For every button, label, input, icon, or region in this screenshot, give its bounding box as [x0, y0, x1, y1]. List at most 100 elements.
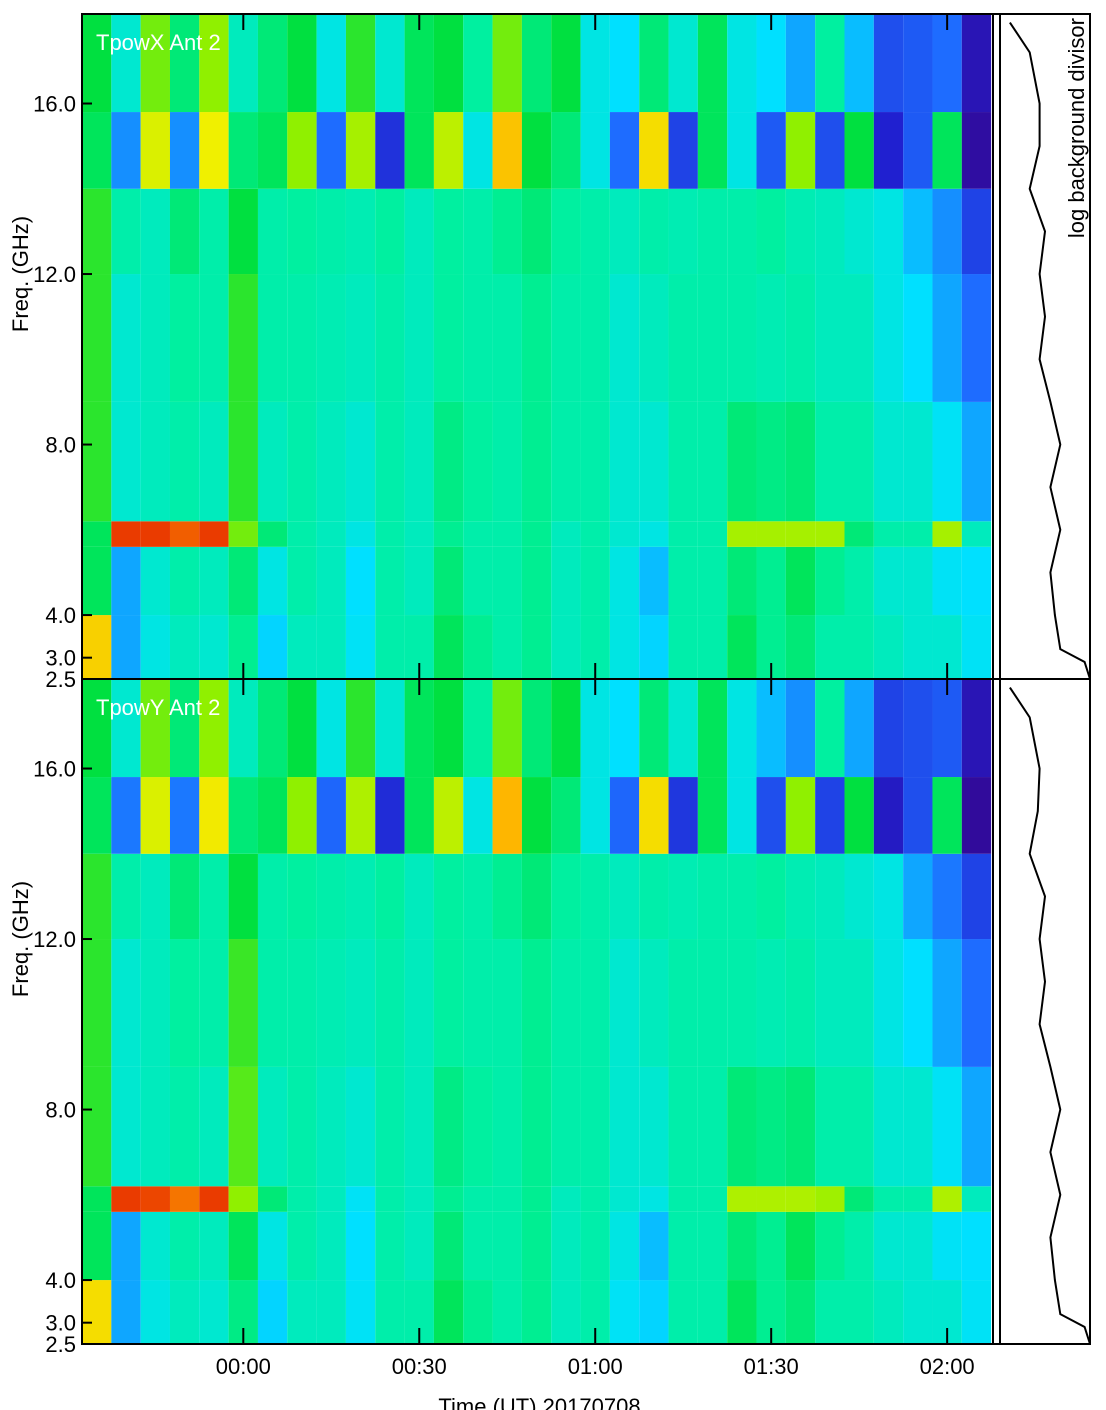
heatmap-cell	[697, 401, 728, 522]
heatmap-cell	[345, 1280, 376, 1344]
heatmap-cell	[287, 939, 317, 1067]
heatmap-cell	[756, 521, 786, 547]
heatmap-cell	[257, 777, 288, 854]
heatmap-cell	[316, 1280, 346, 1344]
heatmap-cell	[844, 521, 874, 547]
heatmap-cell	[727, 1066, 757, 1187]
heatmap-cell	[580, 939, 610, 1067]
heatmap-cell	[140, 615, 170, 679]
heatmap-cell	[727, 112, 757, 189]
heatmap-cell	[111, 274, 141, 402]
heatmap-cell	[551, 274, 581, 402]
heatmap-cell	[82, 939, 112, 1067]
heatmap-cell	[521, 274, 552, 402]
heatmap-cell	[785, 188, 816, 275]
heatmap-cell	[169, 1280, 200, 1344]
heatmap-cell	[199, 546, 229, 616]
heatmap-cell	[697, 546, 728, 616]
heatmap-cell	[815, 274, 845, 402]
heatmap-cell	[580, 112, 610, 189]
heatmap-cell	[199, 1066, 229, 1187]
heatmap-cell	[169, 777, 200, 854]
heatmap-cell	[727, 1186, 757, 1212]
heatmap-cell	[785, 853, 816, 940]
heatmap-cell	[169, 546, 200, 616]
heatmap-cell	[492, 1066, 522, 1187]
heatmap-cell	[463, 188, 493, 275]
heatmap-cell	[668, 1066, 698, 1187]
heatmap-cell	[551, 1211, 581, 1281]
heatmap-cell	[492, 777, 522, 854]
heatmap-cell	[111, 777, 141, 854]
heatmap-cell	[697, 14, 728, 113]
plot-frame	[81, 678, 1091, 1345]
heatmap-cell	[815, 1066, 845, 1187]
heatmap-cell	[903, 546, 933, 616]
heatmap-cell	[903, 939, 933, 1067]
heatmap-cell	[932, 1066, 962, 1187]
heatmap-cell	[903, 679, 933, 778]
heatmap-cell	[111, 546, 141, 616]
heatmap-cell	[961, 112, 992, 189]
x-tick-label: 01:30	[744, 1354, 799, 1379]
heatmap-cell	[521, 112, 552, 189]
heatmap-cell	[727, 777, 757, 854]
heatmap-cell	[492, 112, 522, 189]
heatmap-cell	[609, 14, 640, 113]
heatmap-cell	[140, 188, 170, 275]
heatmap-cell	[609, 939, 640, 1067]
heatmap-cell	[433, 1280, 464, 1344]
x-tick-label: 00:30	[392, 1354, 447, 1379]
heatmap-cell	[257, 14, 288, 113]
heatmap-cell	[551, 679, 581, 778]
heatmap-cell	[257, 521, 288, 547]
heatmap-cell	[287, 1066, 317, 1187]
heatmap-cell	[873, 679, 904, 778]
heatmap-cell	[111, 112, 141, 189]
heatmap-cell	[140, 401, 170, 522]
heatmap-cell	[404, 521, 434, 547]
heatmap-cell	[697, 274, 728, 402]
heatmap-cell	[873, 274, 904, 402]
heatmap-cell	[815, 939, 845, 1067]
heatmap-cell	[727, 615, 757, 679]
heatmap-cell	[668, 853, 698, 940]
heatmap-cell	[345, 274, 376, 402]
heatmap-cell	[580, 1186, 610, 1212]
heatmap-cell	[521, 1280, 552, 1344]
heatmap-cell	[375, 615, 405, 679]
heatmap-cell	[492, 615, 522, 679]
heatmap-cell	[287, 521, 317, 547]
panel: TpowX Ant 2 Freq. (GHz) 2.53.0 4.0 8.0 12.0 16…	[8, 13, 1091, 692]
heatmap-cell	[199, 777, 229, 854]
heatmap-cell	[932, 1186, 962, 1212]
heatmap-cell	[199, 112, 229, 189]
heatmap-cell	[844, 1186, 874, 1212]
heatmap-cell	[844, 939, 874, 1067]
heatmap-cell	[609, 112, 640, 189]
heatmap-cell	[521, 679, 552, 778]
heatmap-cell	[82, 679, 112, 778]
heatmap-cell	[727, 274, 757, 402]
heatmap-cell	[815, 615, 845, 679]
heatmap-cell	[903, 1186, 933, 1212]
heatmap-cell	[668, 401, 698, 522]
heatmap-cell	[697, 521, 728, 547]
heatmap-cell	[961, 1066, 992, 1187]
heatmap-cell	[521, 521, 552, 547]
heatmap-cell	[639, 1066, 669, 1187]
heatmap-cell	[609, 274, 640, 402]
heatmap-cell	[228, 777, 258, 854]
heatmap-cell	[639, 1186, 669, 1212]
heatmap-cell	[199, 1211, 229, 1281]
heatmap-cell	[375, 274, 405, 402]
heatmap-cell	[697, 112, 728, 189]
heatmap-cell	[492, 1280, 522, 1344]
heatmap-cell	[316, 615, 346, 679]
heatmap-cell	[287, 188, 317, 275]
heatmap-cell	[551, 1280, 581, 1344]
heatmap-cell	[580, 546, 610, 616]
heatmap-cell	[580, 1066, 610, 1187]
heatmap-cell	[111, 401, 141, 522]
heatmap-cell	[169, 853, 200, 940]
